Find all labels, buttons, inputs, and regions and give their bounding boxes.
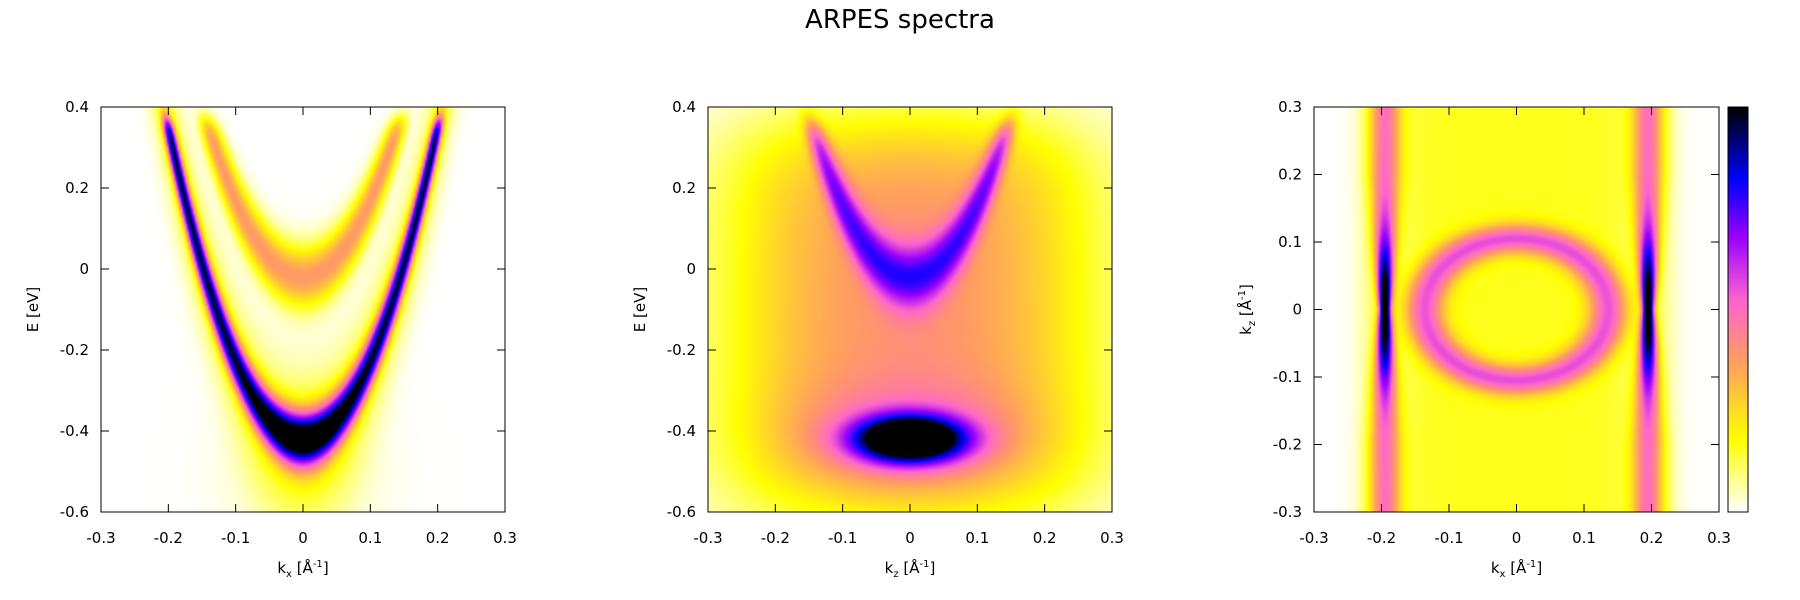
x-tick-label: -0.1: [828, 529, 857, 547]
y-tick-label: -0.1: [1273, 368, 1302, 386]
y-tick-label: -0.4: [667, 422, 696, 440]
y-tick-label: -0.3: [1273, 503, 1302, 521]
figure-title: ARPES spectra: [805, 5, 995, 35]
y-tick-label: -0.2: [667, 341, 696, 359]
x-tick-label: 0.2: [1640, 529, 1664, 547]
y-tick-label: 0.4: [672, 98, 696, 116]
heatmap-image: [708, 107, 1112, 512]
x-tick-label: 0.1: [358, 529, 382, 547]
x-tick-label: 0.2: [1033, 529, 1057, 547]
x-tick-label: -0.2: [1367, 529, 1396, 547]
x-tick-label: -0.2: [154, 529, 183, 547]
y-tick-label: 0.4: [65, 98, 89, 116]
heatmap-image: [101, 107, 505, 512]
y-tick-label: 0.1: [1278, 233, 1302, 251]
x-axis-label: kz [Å-1]: [885, 558, 936, 580]
x-tick-label: -0.3: [1299, 529, 1328, 547]
x-tick-label: -0.2: [761, 529, 790, 547]
x-tick-label: 0.3: [1100, 529, 1124, 547]
x-tick-label: 0: [1512, 529, 1522, 547]
x-tick-label: -0.3: [86, 529, 115, 547]
colorbar-gradient: [1727, 106, 1749, 513]
y-tick-label: 0: [1292, 301, 1302, 319]
x-tick-label: 0: [905, 529, 915, 547]
x-tick-label: 0.1: [1572, 529, 1596, 547]
y-tick-label: -0.2: [60, 341, 89, 359]
x-tick-label: -0.3: [693, 529, 722, 547]
y-tick-label: -0.6: [60, 503, 89, 521]
colorbar: [1727, 106, 1749, 513]
x-tick-label: -0.1: [221, 529, 250, 547]
y-tick-label: 0.2: [65, 179, 89, 197]
heatmap-panel-3: -0.3 -0.2 -0.1 0 0.1 0.2 0.3 0.3 0.2 0.1 0 -0.1 -0.2…: [1236, 98, 1731, 580]
heatmap-image: [1314, 107, 1719, 512]
x-axis-label: kx [Å-1]: [277, 558, 328, 580]
heatmap-panel-2: -0.3 -0.2 -0.1 0 0.1 0.2 0.3 0.4 0.2 0 -0.2 -0.4 -0.…: [631, 98, 1124, 580]
x-tick-label: 0.2: [426, 529, 450, 547]
x-tick-label: 0.3: [1707, 529, 1731, 547]
y-tick-label: -0.6: [667, 503, 696, 521]
x-tick-label: 0.3: [493, 529, 517, 547]
y-tick-label: 0.3: [1278, 98, 1302, 116]
y-tick-label: -0.4: [60, 422, 89, 440]
heatmap-panel-1: -0.3 -0.2 -0.1 0 0.1 0.2 0.3 0.4 0.2 0 -0.2 -0.4 -0.…: [24, 98, 517, 580]
x-axis-label: kx [Å-1]: [1491, 558, 1542, 580]
y-axis-label: E [eV]: [631, 287, 649, 332]
x-tick-label: 0: [298, 529, 308, 547]
y-axis-label: kz [Å-1]: [1236, 284, 1258, 335]
x-tick-label: 0.1: [965, 529, 989, 547]
y-tick-label: -0.2: [1273, 436, 1302, 454]
y-tick-label: 0: [79, 260, 89, 278]
y-tick-label: 0.2: [1278, 166, 1302, 184]
y-axis-label: E [eV]: [24, 287, 42, 332]
y-tick-label: 0.2: [672, 179, 696, 197]
x-tick-label: -0.1: [1434, 529, 1463, 547]
y-tick-label: 0: [686, 260, 696, 278]
